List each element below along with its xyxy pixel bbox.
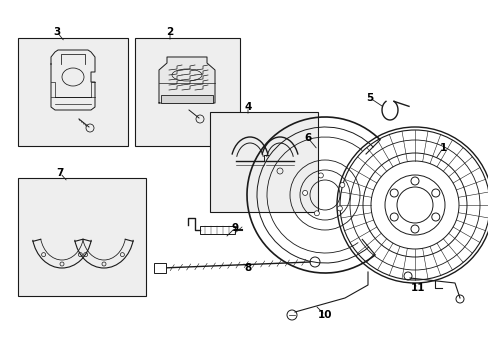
Circle shape [389,213,397,221]
Circle shape [336,127,488,283]
Text: 7: 7 [56,168,63,178]
Text: 6: 6 [304,133,311,143]
Circle shape [318,173,323,178]
Circle shape [410,177,418,185]
Circle shape [314,211,319,216]
Circle shape [431,213,439,221]
Circle shape [389,189,397,197]
Text: 4: 4 [244,102,251,112]
Bar [200,226,235,234]
Circle shape [339,183,344,188]
Polygon shape [159,57,215,103]
Text: 3: 3 [53,27,61,37]
Text: 8: 8 [244,263,251,273]
Bar [209,112,317,212]
Bar [161,95,213,103]
Circle shape [337,206,342,211]
Text: 10: 10 [317,310,331,320]
Text: 5: 5 [366,93,373,103]
Circle shape [431,189,439,197]
Circle shape [302,190,307,195]
Text: 2: 2 [166,27,173,37]
Bar [135,38,240,146]
Text: 11: 11 [410,283,425,293]
Text: 1: 1 [439,143,446,153]
Bar [18,38,128,146]
Bar [154,263,165,273]
Text: 9: 9 [231,223,238,233]
Bar [18,178,146,296]
Circle shape [410,225,418,233]
